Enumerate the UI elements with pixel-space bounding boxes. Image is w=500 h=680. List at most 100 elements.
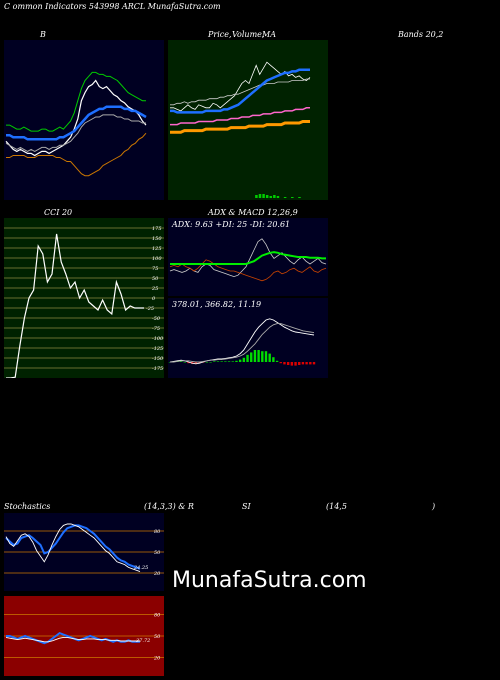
adx-values: ADX: 9.63 +DI: 25 -DI: 20.61 (172, 220, 291, 229)
macd-histogram-bar (205, 362, 209, 363)
chart-header-title: C ommon Indicators 543998 ARCL MunafaSut… (4, 2, 221, 11)
cci-tick-label: -50 (152, 316, 161, 322)
cci-last-label: -25 (146, 306, 154, 312)
stoch-tick-label: 20 (153, 571, 161, 577)
bands-series-4 (6, 132, 147, 177)
macd-histogram-bar (198, 362, 201, 364)
stoch-series-1 (5, 523, 141, 573)
macd-histogram-bar (309, 362, 312, 365)
volume-bar (283, 197, 287, 198)
bollinger-chart (4, 40, 164, 200)
rsi-chart: 80 50 20 37.72 (4, 596, 164, 676)
macd-series-1 (170, 323, 315, 363)
stoch-tick-label: 80 (154, 529, 161, 535)
macd-histogram-bar (220, 361, 223, 362)
macd-histogram-bar (246, 354, 249, 362)
macd-histogram-bar (301, 362, 305, 365)
price-title: Price, (208, 30, 232, 39)
cci-tick-label: -75 (152, 326, 160, 332)
watermark: MunafaSutra.com (172, 568, 367, 593)
volume-bar (265, 195, 269, 198)
stoch-tick-label: 50 (154, 550, 161, 556)
macd-histogram-bar (272, 357, 275, 362)
macd-histogram-bar (238, 359, 242, 362)
cci-title: CCI 20 (44, 208, 73, 217)
macd-histogram-bar (187, 362, 190, 364)
volume-bar (291, 197, 294, 198)
rsi-panel: 80 50 20 37.72 (4, 596, 164, 676)
stochastics-chart: 80 50 20 24.25 (4, 513, 164, 591)
macd-histogram-bar (231, 361, 234, 362)
rsi-close: ) (432, 502, 436, 511)
rsi-mid-label: SI (242, 502, 251, 511)
price-volume-chart (168, 40, 328, 200)
price-volume-panel (168, 40, 328, 200)
macd-histogram-bar (179, 361, 183, 362)
macd-histogram-bar (268, 353, 271, 362)
rsi-last-label: 37.72 (136, 638, 150, 644)
stoch-params: (14,3,3) & R (144, 502, 194, 511)
macd-histogram-bar (242, 357, 246, 362)
volume-bar (262, 194, 265, 198)
bollinger-panel (4, 40, 164, 200)
macd-histogram-bar (227, 361, 231, 362)
price-series-3 (170, 107, 310, 126)
macd-histogram-bar (290, 362, 294, 366)
cci-tick-label: 25 (151, 286, 158, 292)
bands-series-2 (6, 105, 147, 141)
adx-panel (168, 218, 328, 296)
macd-histogram-bar (312, 362, 316, 365)
cci-tick-label: 175 (152, 226, 162, 232)
cci-panel: 175 150 125 100 75 50 25 0 -50 -75 -100 -125 -150 -17… (4, 218, 164, 378)
macd-histogram-bar (279, 362, 282, 364)
cci-tick-label: 100 (152, 256, 162, 262)
rsi-params: (14,5 (326, 502, 347, 511)
cci-tick-label: 75 (152, 266, 158, 272)
macd-histogram-bar (275, 360, 279, 362)
bands-left-label: B (40, 30, 46, 39)
volume-bar (298, 197, 301, 198)
bands-series-0 (6, 71, 146, 132)
cci-tick-label: -150 (152, 356, 164, 362)
macd-histogram-bar (250, 352, 253, 362)
macd-histogram-bar (194, 362, 198, 364)
stochastics-panel: 80 50 20 24.25 (4, 513, 164, 591)
macd-histogram-bar (286, 362, 290, 365)
cci-tick-label: 150 (152, 236, 162, 242)
macd-histogram-bar (298, 362, 301, 365)
stoch-last-label: 24.25 (133, 565, 148, 571)
rsi-series-1 (5, 636, 140, 643)
stoch-series-0 (5, 524, 141, 570)
stoch-left-label: Stochastics (4, 502, 51, 511)
adx-series-2 (170, 251, 326, 265)
cci-chart: 175 150 125 100 75 50 25 0 -50 -75 -100 -125 -150 -17… (4, 218, 164, 378)
macd-histogram-bar (264, 351, 268, 362)
macd-histogram-bar (213, 361, 216, 362)
macd-histogram-bar (257, 350, 260, 362)
cci-tick-label: 50 (152, 276, 159, 282)
macd-histogram-bar (209, 362, 212, 363)
macd-histogram-bar (183, 362, 186, 363)
price-series-2 (170, 68, 310, 114)
price-series-1 (170, 78, 310, 106)
rsi-tick-label: 20 (153, 656, 161, 662)
cci-tick-label: -125 (152, 346, 163, 352)
ma-title: MA (262, 30, 276, 39)
macd-histogram-bar (261, 351, 264, 362)
bands-series-1 (5, 79, 147, 157)
macd-histogram-bar (294, 362, 297, 366)
cci-tick-label: -100 (152, 336, 164, 342)
macd-histogram-bar (305, 362, 308, 365)
macd-chart (168, 298, 328, 378)
macd-histogram-bar (253, 350, 257, 362)
macd-histogram-bar (283, 362, 286, 365)
rsi-tick-label: 80 (154, 612, 161, 618)
bands-series-3 (5, 114, 146, 152)
macd-series-0 (169, 318, 315, 365)
volume-title: Volume, (232, 30, 265, 39)
volume-bar (255, 195, 258, 198)
adx-macd-title: ADX & MACD 12,26,9 (208, 208, 298, 217)
volume-bar (269, 196, 273, 198)
volume-bar (273, 195, 276, 198)
adx-chart (168, 218, 328, 296)
